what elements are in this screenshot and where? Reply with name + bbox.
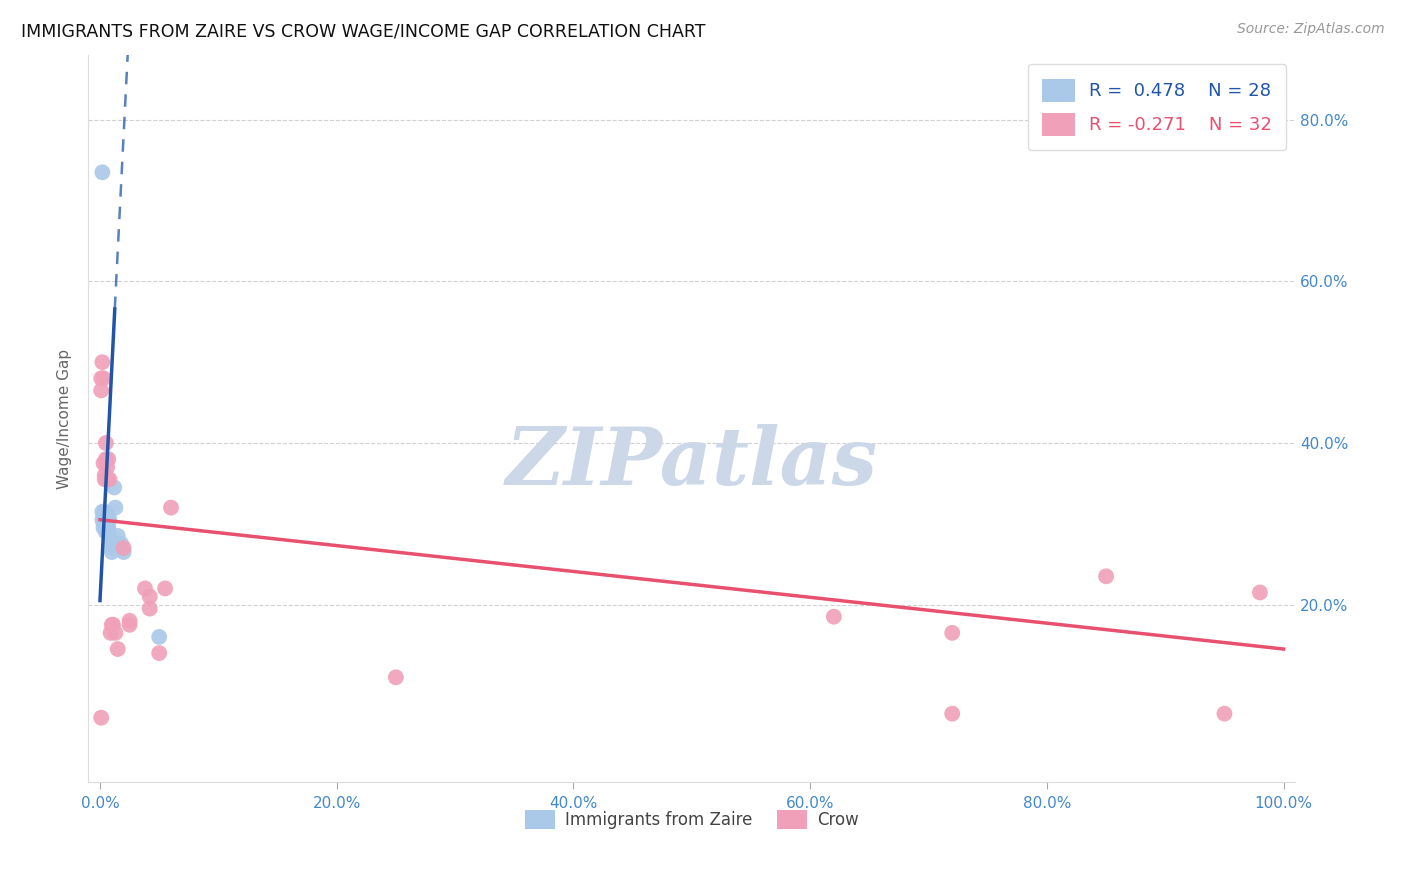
Point <box>93 508 115 523</box>
Legend: Immigrants from Zaire, Crow: Immigrants from Zaire, Crow <box>517 804 866 836</box>
Point <box>101 617 124 632</box>
Point <box>100 537 122 551</box>
Point <box>104 625 127 640</box>
Point <box>93 472 115 486</box>
Point <box>101 545 124 559</box>
Point <box>93 371 115 385</box>
Point <box>823 609 845 624</box>
Point <box>94 508 117 523</box>
Point <box>101 617 124 632</box>
Point <box>138 601 160 615</box>
Point <box>148 630 170 644</box>
Point <box>103 480 125 494</box>
Point <box>1213 706 1236 721</box>
Point <box>93 468 115 483</box>
Point <box>1249 585 1271 599</box>
Point <box>93 505 115 519</box>
Point <box>96 513 118 527</box>
Point <box>96 460 118 475</box>
Point <box>118 617 141 632</box>
Point <box>112 541 135 555</box>
Point <box>385 670 408 684</box>
Point <box>112 545 135 559</box>
Point <box>91 505 114 519</box>
Point <box>107 642 129 657</box>
Text: IMMIGRANTS FROM ZAIRE VS CROW WAGE/INCOME GAP CORRELATION CHART: IMMIGRANTS FROM ZAIRE VS CROW WAGE/INCOM… <box>21 22 706 40</box>
Point <box>91 165 114 179</box>
Text: Source: ZipAtlas.com: Source: ZipAtlas.com <box>1237 22 1385 37</box>
Point <box>91 513 114 527</box>
Point <box>118 614 141 628</box>
Point <box>138 590 160 604</box>
Point <box>104 500 127 515</box>
Point <box>94 452 117 467</box>
Point <box>107 529 129 543</box>
Point <box>98 472 121 486</box>
Point <box>90 711 112 725</box>
Point <box>98 529 121 543</box>
Point <box>100 625 122 640</box>
Point <box>90 384 112 398</box>
Point <box>94 436 117 450</box>
Point <box>1095 569 1118 583</box>
Point <box>153 582 176 596</box>
Point <box>941 706 963 721</box>
Point <box>93 521 115 535</box>
Point <box>91 355 114 369</box>
Point <box>134 582 156 596</box>
Point <box>98 513 121 527</box>
Y-axis label: Wage/Income Gap: Wage/Income Gap <box>58 349 72 489</box>
Point <box>101 541 124 555</box>
Point <box>93 521 115 535</box>
Point <box>941 625 963 640</box>
Point <box>96 521 118 535</box>
Point <box>160 500 183 515</box>
Text: ZIPatlas: ZIPatlas <box>506 424 877 501</box>
Point <box>93 456 115 470</box>
Point <box>97 508 120 523</box>
Point <box>97 452 120 467</box>
Point <box>90 371 112 385</box>
Point <box>94 516 117 531</box>
Point <box>97 521 120 535</box>
Point <box>93 513 115 527</box>
Point <box>110 537 132 551</box>
Point <box>93 516 115 531</box>
Point <box>148 646 170 660</box>
Point <box>108 541 131 555</box>
Point <box>96 472 118 486</box>
Point <box>94 524 117 539</box>
